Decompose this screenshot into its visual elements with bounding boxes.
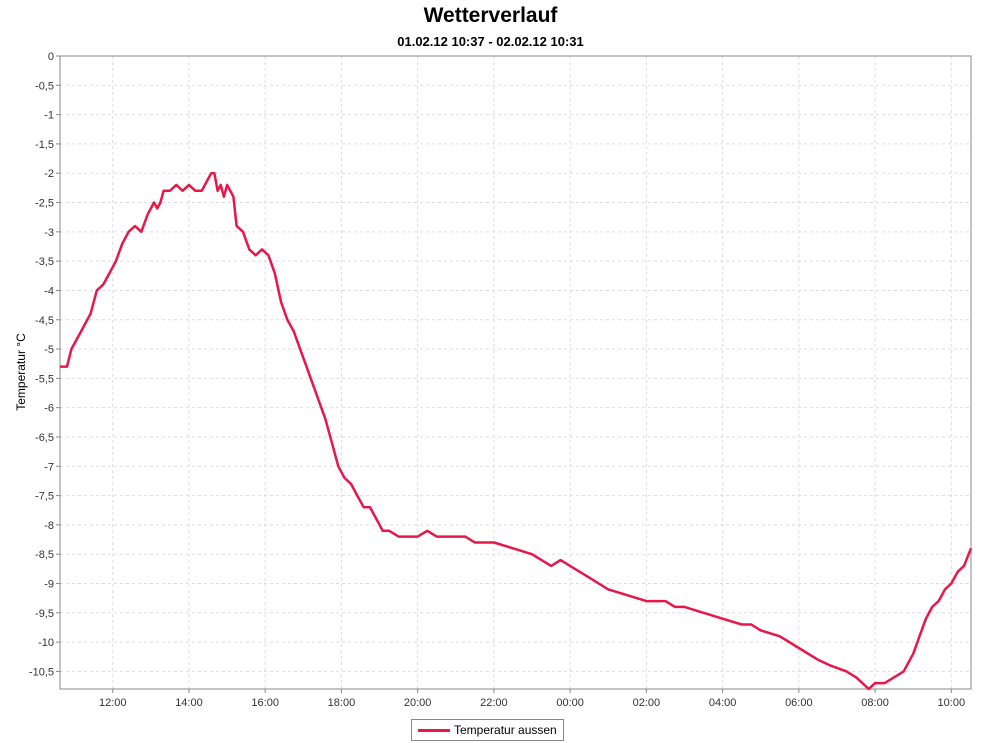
y-tick-label: -7,5 xyxy=(35,491,54,503)
series-layer xyxy=(60,171,973,691)
x-tick-label: 08:00 xyxy=(861,697,889,709)
y-tick-label: -4 xyxy=(44,285,54,297)
y-tick-label: -10,5 xyxy=(29,666,54,678)
x-tick-label: 18:00 xyxy=(328,697,356,709)
grid-lines xyxy=(60,55,971,689)
y-tick-label: -6,5 xyxy=(35,432,54,444)
y-tick-label: -8 xyxy=(44,520,54,532)
x-tick-label: 02:00 xyxy=(633,697,661,709)
y-tick-label: -1,5 xyxy=(35,139,54,151)
chart-subtitle: 01.02.12 10:37 - 02.02.12 10:31 xyxy=(397,34,584,49)
y-tick-label: -8,5 xyxy=(35,549,54,561)
x-axis: 12:00 14:00 16:00 18:00 20:00 22:00 00:00 02:00… xyxy=(99,689,965,709)
y-axis: 0 -0,5 -1 -1,5 -2 -2,5 -3 -3,5 -4 -4,5 -5 -5,5 -6 -6,… xyxy=(29,51,60,678)
y-tick-label: 0 xyxy=(48,51,54,63)
x-tick-label: 10:00 xyxy=(938,697,966,709)
y-tick-label: -1 xyxy=(44,110,54,122)
y-tick-label: -4,5 xyxy=(35,315,54,327)
x-tick-label: 22:00 xyxy=(480,697,508,709)
x-tick-label: 16:00 xyxy=(251,697,279,709)
y-tick-label: -2,5 xyxy=(35,198,54,210)
y-tick-label: -5,5 xyxy=(35,373,54,385)
y-tick-label: -5 xyxy=(44,344,54,356)
legend: Temperatur aussen xyxy=(411,719,564,741)
y-tick-label: -7 xyxy=(44,461,54,473)
x-tick-label: 06:00 xyxy=(785,697,813,709)
y-tick-label: -3 xyxy=(44,227,54,239)
series-line-0 xyxy=(60,171,973,691)
y-tick-label: -10 xyxy=(38,637,54,649)
y-tick-label: -3,5 xyxy=(35,256,54,268)
y-tick-label: -2 xyxy=(44,168,54,180)
x-tick-label: 12:00 xyxy=(99,697,127,709)
x-tick-label: 04:00 xyxy=(709,697,737,709)
y-tick-label: -6 xyxy=(44,403,54,415)
y-tick-label: -0,5 xyxy=(35,80,54,92)
chart-title: Wetterverlauf xyxy=(423,4,558,27)
y-tick-label: -9 xyxy=(44,579,54,591)
legend-swatch xyxy=(418,728,450,732)
plot-area xyxy=(59,55,972,690)
x-tick-label: 20:00 xyxy=(404,697,432,709)
y-axis-title: Temperatur °C xyxy=(14,333,28,411)
x-tick-label: 00:00 xyxy=(556,697,584,709)
x-tick-label: 14:00 xyxy=(175,697,203,709)
y-tick-label: -9,5 xyxy=(35,608,54,620)
legend-label: Temperatur aussen xyxy=(454,723,557,737)
